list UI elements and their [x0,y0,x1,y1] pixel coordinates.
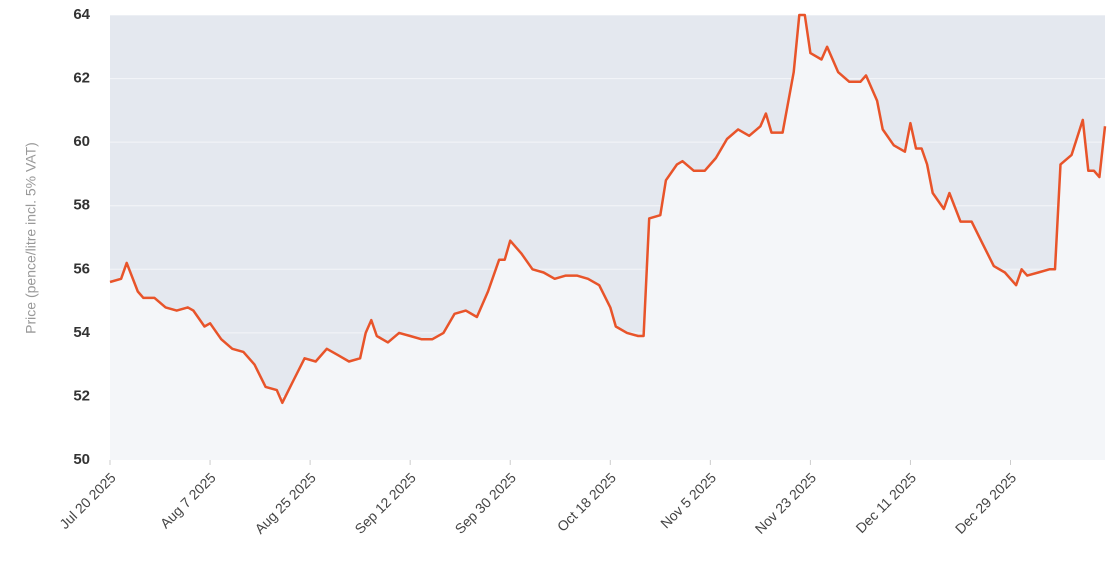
y-tick-label: 60 [73,133,90,150]
line [109,13,1107,405]
x-tick-label: Dec 29 2025 [952,469,1020,537]
y-tick-label: 52 [73,387,90,404]
y-tick-label: 62 [73,70,90,87]
y-tick-label: 54 [73,324,90,341]
x-tick-label: Dec 11 2025 [852,469,919,536]
x-tick-label: Aug 25 2025 [251,469,319,537]
x-tick-label: Sep 30 2025 [452,469,520,537]
y-axis-label: Price (pence/litre incl. 5% VAT) [23,142,39,334]
area [110,15,1105,460]
x-tick-label: Nov 5 2025 [657,469,719,531]
y-tick-label: 58 [73,197,90,214]
x-tick-label: Nov 23 2025 [752,469,820,537]
x-tick-label: Oct 18 2025 [554,469,619,534]
x-tick-label: Sep 12 2025 [351,469,419,537]
y-tick-label: 50 [73,451,90,468]
y-tick-label: 56 [73,260,90,277]
x-tick-label: Aug 7 2025 [157,469,219,531]
x-tick-label: Jul 20 2025 [56,469,119,532]
y-tick-label: 64 [73,6,90,23]
